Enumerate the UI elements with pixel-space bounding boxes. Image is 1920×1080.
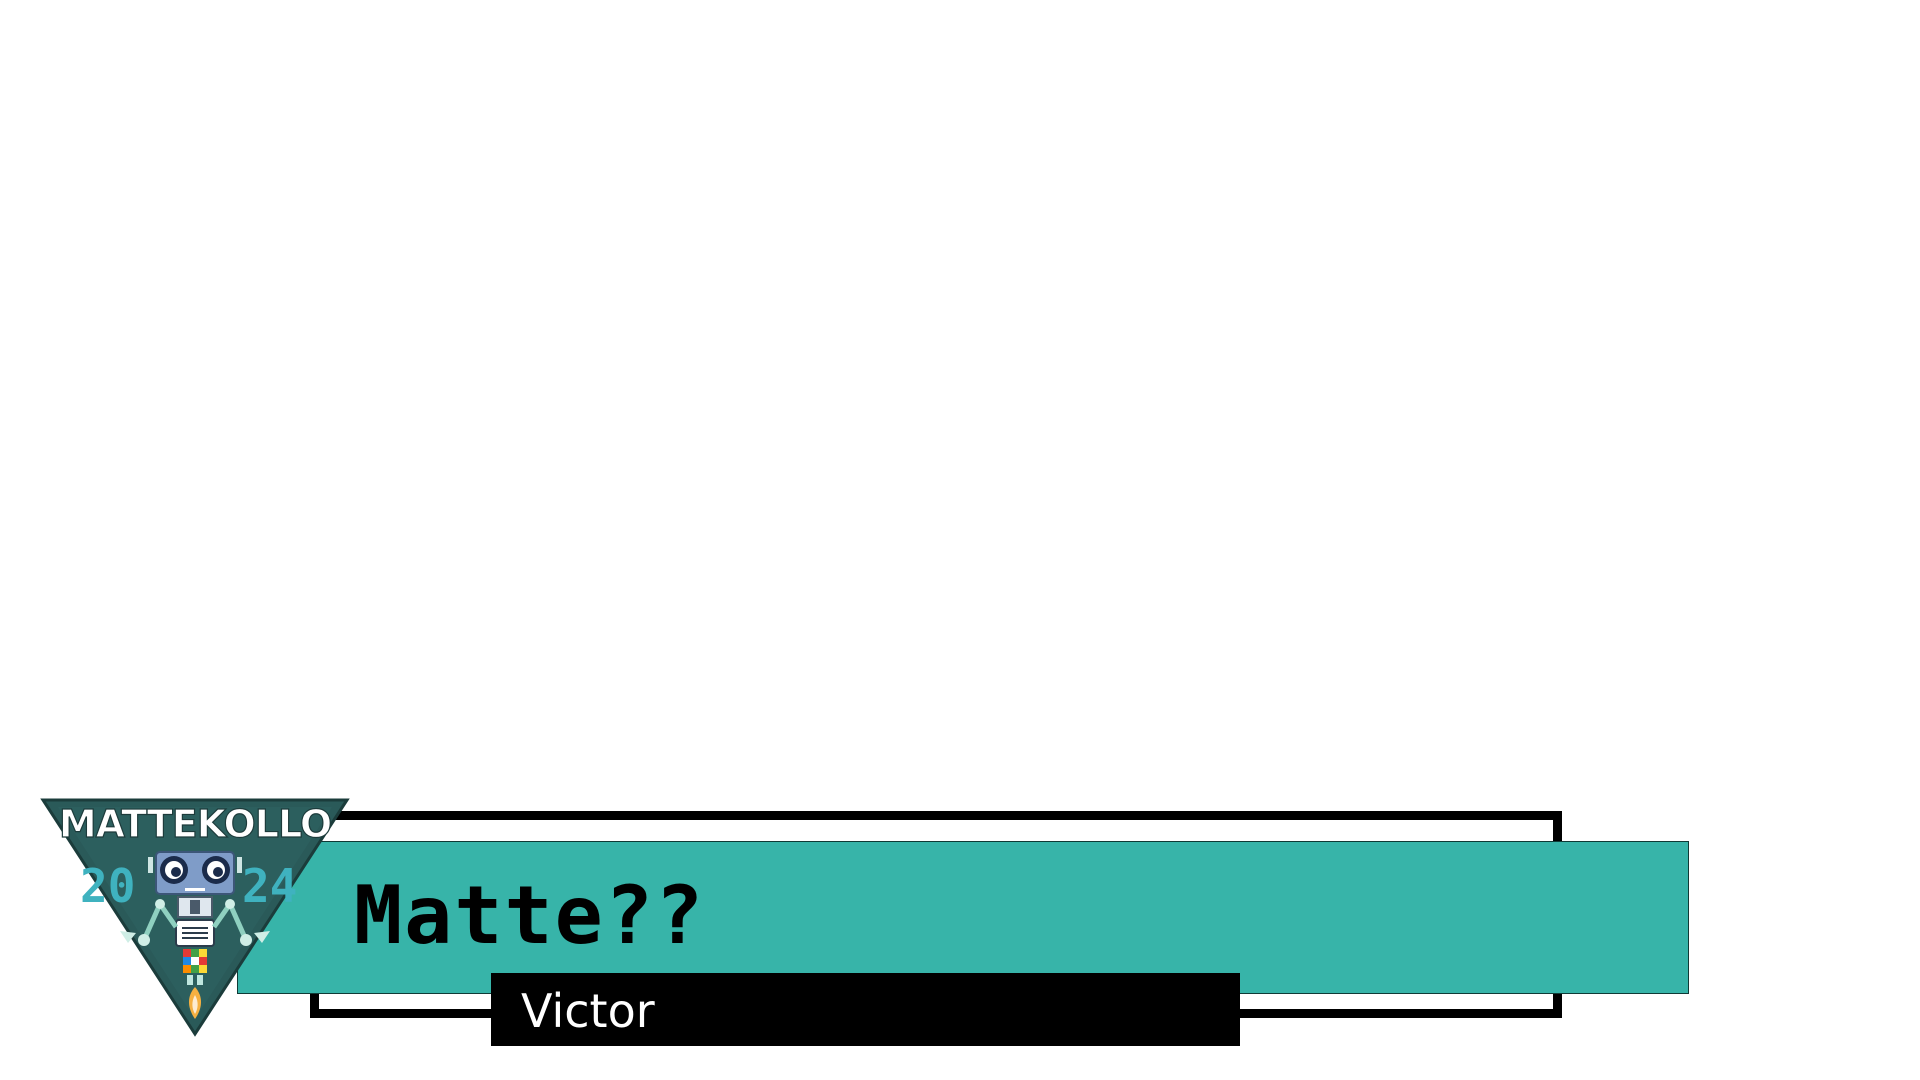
mattekollo-logo: MATTEKOLLO 20 24 <box>40 797 350 1037</box>
name-bar: Victor <box>491 973 1240 1046</box>
logo-wordmark: MATTEKOLLO <box>59 802 331 846</box>
logo-year-right: 24 <box>242 859 297 913</box>
banner-title: Matte?? <box>354 869 706 962</box>
speaker-name: Victor <box>521 984 655 1038</box>
robot-mascot-icon: MATTEKOLLO 20 24 <box>40 798 350 1037</box>
logo-year-left: 20 <box>80 859 135 913</box>
